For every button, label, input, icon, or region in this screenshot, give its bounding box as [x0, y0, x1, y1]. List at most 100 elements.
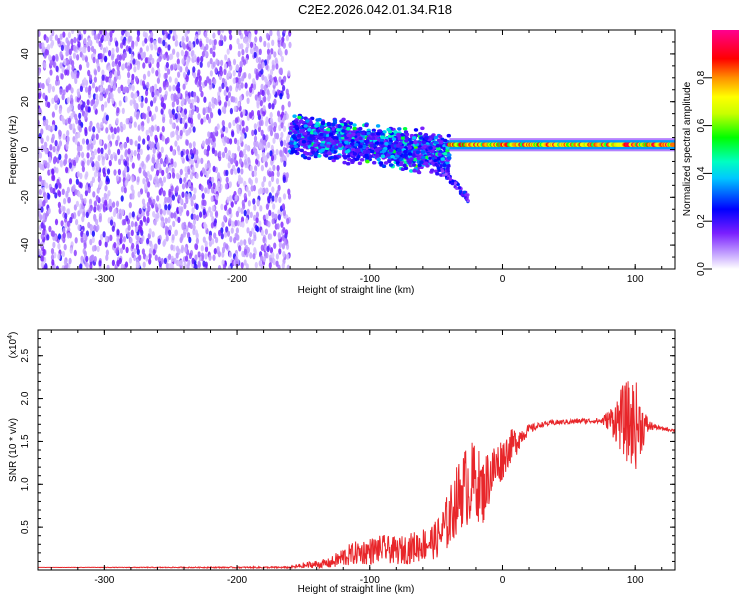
heatmap-cell	[91, 230, 95, 237]
heatmap-cell	[134, 40, 139, 47]
heatmap-cell	[424, 136, 429, 141]
heatmap-cell	[211, 134, 215, 141]
heatmap-cell	[96, 187, 100, 194]
heatmap-cell	[142, 216, 147, 223]
heatmap-cell	[303, 124, 308, 128]
heatmap-cell	[156, 125, 160, 133]
heatmap-cell	[227, 149, 231, 157]
heatmap-cell	[442, 163, 447, 167]
heatmap-cell	[99, 52, 103, 60]
heatmap-cell	[288, 41, 292, 49]
heatmap-cell	[318, 145, 323, 150]
heatmap-cell	[141, 160, 145, 168]
y-tick-label: 0	[20, 146, 31, 152]
heatmap-cell	[224, 81, 228, 88]
heatmap-cell	[264, 161, 268, 168]
heatmap-cell	[190, 184, 194, 192]
heatmap-cell	[150, 125, 154, 132]
heatmap-cell	[63, 159, 67, 166]
heatmap-cell	[166, 136, 170, 144]
spectrogram-x-ticks: -300 -200 -100 0 100	[50, 30, 663, 285]
heatmap-cell	[51, 168, 55, 175]
heatmap-cell	[236, 139, 240, 146]
heatmap-cell	[124, 151, 128, 158]
heatmap-cell	[315, 118, 320, 122]
heatmap-cell	[75, 133, 79, 140]
heatmap-cell	[169, 118, 173, 125]
heatmap-cell	[445, 148, 450, 153]
heatmap-cell	[77, 190, 81, 198]
heatmap-cell	[211, 147, 215, 154]
heatmap-cell	[260, 255, 264, 262]
heatmap-cell	[65, 58, 70, 66]
heatmap-cell	[75, 156, 79, 164]
heatmap-cell	[365, 159, 370, 164]
heatmap-cell	[308, 121, 313, 125]
heatmap-cell	[269, 150, 273, 157]
heatmap-cell	[237, 178, 241, 185]
heatmap-cell	[302, 143, 307, 147]
heatmap-cell	[237, 206, 241, 213]
heatmap-cell	[111, 97, 115, 105]
heatmap-cell	[141, 40, 145, 47]
heatmap-cell	[38, 92, 42, 99]
heatmap-cell	[57, 253, 61, 260]
heatmap-cell	[90, 45, 95, 52]
heatmap-cell	[101, 69, 105, 76]
heatmap-cell	[263, 84, 267, 92]
heatmap-cell	[64, 153, 68, 160]
heatmap-cell	[91, 82, 96, 89]
heatmap-cell	[42, 119, 47, 127]
heatmap-cell	[325, 138, 330, 142]
heatmap-cell	[218, 86, 222, 93]
heatmap-cell	[108, 159, 112, 167]
heatmap-cell	[224, 63, 228, 70]
heatmap-cell	[48, 84, 52, 91]
heatmap-cell	[283, 239, 287, 246]
heatmap-cell	[87, 88, 91, 96]
heatmap-cell	[333, 156, 338, 160]
heatmap-cell	[135, 261, 139, 269]
heatmap-cell	[104, 101, 108, 108]
heatmap-cell	[320, 140, 326, 144]
heatmap-cell	[150, 36, 154, 44]
heatmap-cell	[64, 69, 68, 76]
heatmap-cell	[207, 117, 212, 124]
heatmap-cell	[318, 135, 323, 140]
heatmap-cell	[239, 60, 243, 67]
heatmap-cell	[63, 58, 67, 66]
heatmap-cell	[211, 187, 215, 194]
heatmap-cell	[99, 234, 104, 241]
heatmap-cell	[57, 233, 62, 240]
heatmap-cell	[446, 164, 451, 168]
heatmap-cell	[271, 195, 275, 202]
colorbar-ticks: 0.0 0.2 0.4 0.6 0.8	[696, 70, 712, 276]
heatmap-cell	[97, 154, 101, 162]
heatmap-cell	[282, 176, 286, 183]
heatmap-cell	[89, 156, 93, 164]
heatmap-cell	[271, 103, 275, 110]
heatmap-cell	[221, 120, 225, 127]
spectrogram-y-label: Frequency (Hz)	[8, 116, 19, 185]
heatmap-cell	[113, 70, 118, 77]
heatmap-cell	[388, 148, 393, 153]
heatmap-cell	[85, 105, 89, 112]
heatmap-cell	[83, 30, 87, 35]
heatmap-cell	[163, 257, 167, 265]
heatmap-cell	[229, 85, 233, 92]
heatmap-cell	[158, 151, 162, 159]
heatmap-cell	[140, 101, 144, 109]
heatmap-cell	[154, 203, 158, 210]
heatmap-cell	[396, 134, 401, 138]
x-tick-label: 100	[627, 575, 644, 586]
heatmap-cell	[128, 84, 132, 91]
heatmap-cell	[273, 230, 277, 237]
heatmap-cell	[71, 123, 75, 130]
heatmap-cell	[92, 138, 96, 146]
heatmap-cell	[346, 161, 351, 166]
heatmap-cell	[167, 33, 171, 40]
heatmap-cell	[38, 69, 41, 76]
heatmap-cell	[326, 122, 332, 127]
heatmap-cell	[225, 86, 229, 93]
heatmap-cell	[194, 243, 198, 250]
